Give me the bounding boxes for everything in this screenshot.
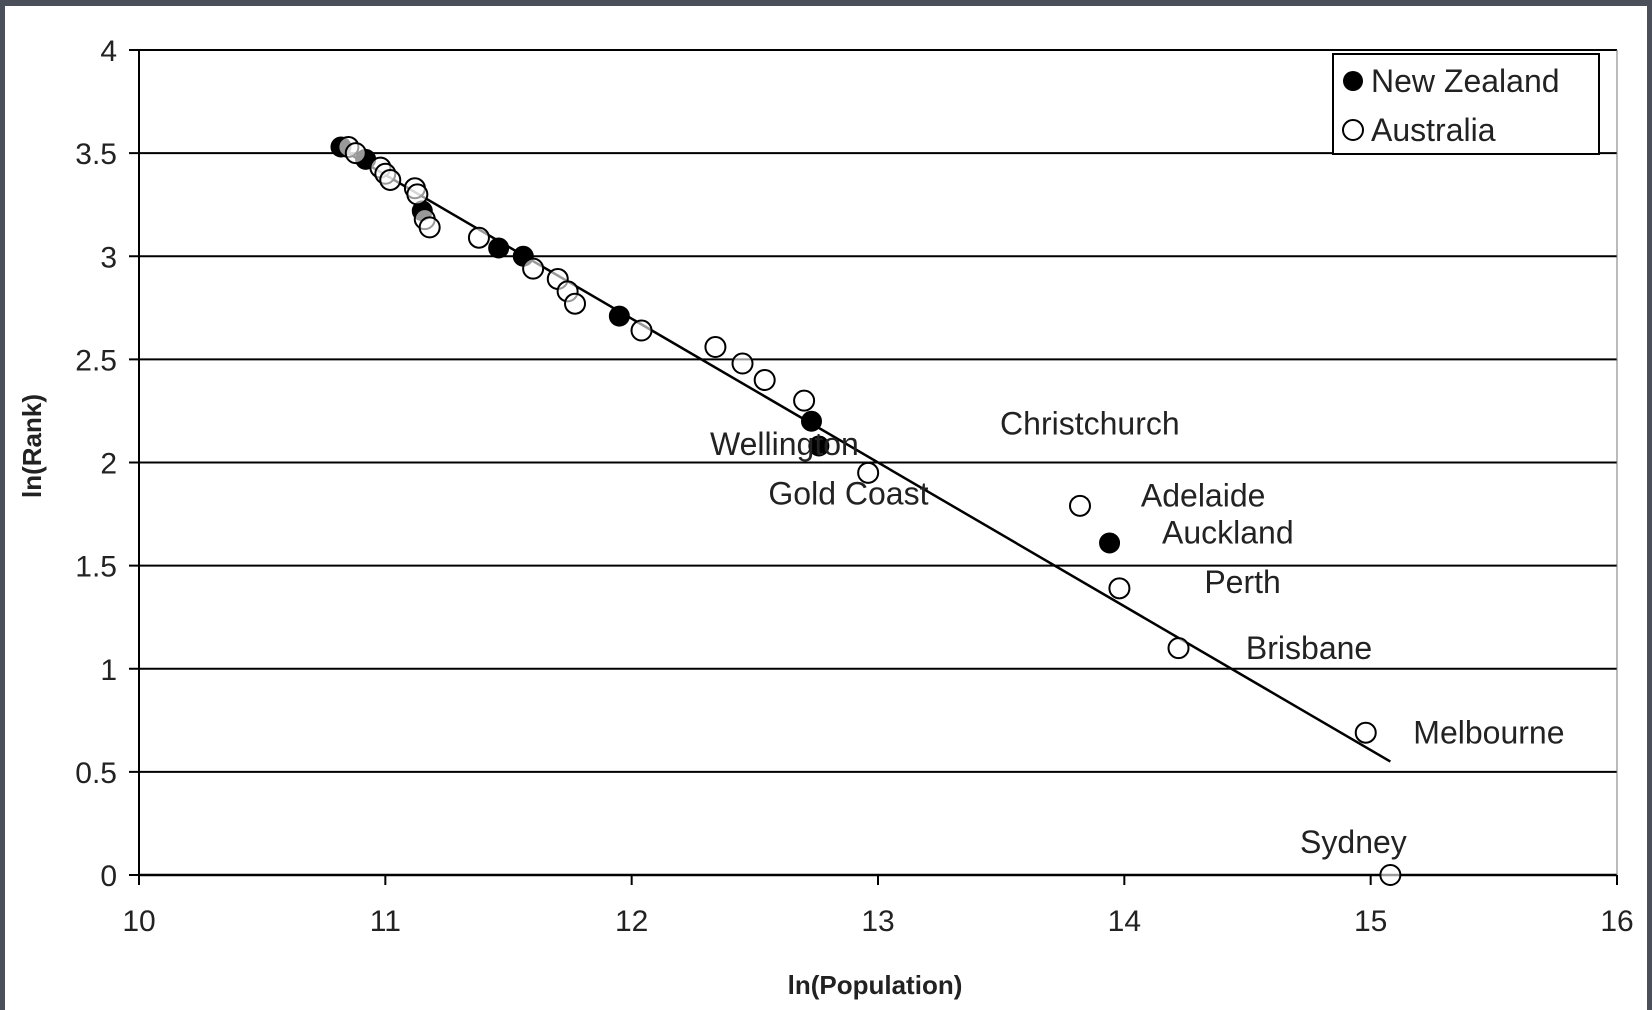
- x-tick-label-2: 12: [615, 905, 648, 938]
- legend-label-new-zealand: New Zealand: [1371, 63, 1560, 99]
- y-tick-label-3: 1.5: [75, 551, 117, 584]
- point-australia-19: [857, 461, 880, 484]
- legend-marker-new-zealand: [1343, 71, 1363, 91]
- y-tick-label-2: 1: [100, 654, 117, 687]
- point-australia-8: [418, 216, 441, 239]
- x-axis-title: ln(Population): [788, 970, 963, 1000]
- y-tick-label-5: 2.5: [75, 344, 117, 377]
- point-australia-6: [406, 183, 429, 206]
- legend: New Zealand Australia: [1332, 53, 1600, 155]
- annotation-gold-coast: Gold Coast: [768, 475, 928, 511]
- point-australia-22: [1167, 637, 1190, 660]
- x-tick-label-1: 11: [370, 905, 401, 938]
- x-tick-label-3: 13: [861, 905, 894, 938]
- data-points: [330, 135, 1402, 886]
- annotation-sydney: Sydney: [1300, 824, 1407, 860]
- point-new-zealand-3: [488, 237, 510, 259]
- y-tick-label-4: 2: [100, 448, 117, 481]
- annotation-wellington: Wellington: [710, 426, 859, 462]
- annotation-auckland: Auckland: [1162, 515, 1294, 551]
- y-tick-label-1: 0.5: [75, 757, 117, 790]
- point-australia-15: [704, 336, 727, 358]
- legend-marker-australia: [1342, 119, 1364, 141]
- point-australia-20: [1068, 494, 1091, 517]
- chart-frame: 0 0.5 1 1.5 2 2.5 3 3.5 4 10 11 12 13 14 15 16 Christc…: [5, 6, 1647, 1010]
- x-tick-label-4: 14: [1108, 905, 1141, 938]
- y-tick-label-0: 0: [100, 860, 117, 893]
- scatter-chart: 0 0.5 1 1.5 2 2.5 3 3.5 4 10 11 12 13 14 15 16 Christc…: [17, 35, 1634, 1000]
- point-australia-21: [1108, 577, 1131, 600]
- point-new-zealand-7: [808, 435, 830, 457]
- annotation-melbourne: Melbourne: [1413, 715, 1564, 751]
- y-axis-title: ln(Rank): [17, 394, 47, 498]
- legend-box: [1332, 53, 1600, 155]
- point-australia-13: [564, 292, 587, 315]
- x-tick-labels: 10 11 12 13 14 15 16: [122, 905, 1633, 938]
- point-australia-18: [793, 389, 816, 412]
- point-australia-1: [344, 142, 367, 165]
- x-tick-label-5: 15: [1354, 905, 1387, 938]
- annotation-perth: Perth: [1204, 564, 1280, 600]
- annotation-adelaide: Adelaide: [1141, 478, 1266, 514]
- y-tick-label-8: 4: [100, 35, 117, 68]
- annotation-brisbane: Brisbane: [1246, 630, 1372, 666]
- point-new-zealand-5: [608, 305, 630, 327]
- annotation-christchurch: Christchurch: [1000, 405, 1180, 441]
- legend-label-australia: Australia: [1371, 112, 1496, 148]
- point-new-zealand-6: [800, 410, 822, 432]
- city-annotations: Christchurch Wellington Gold Coast Adelaide…: [710, 405, 1565, 860]
- x-tick-label-0: 10: [122, 905, 155, 938]
- y-tick-label-6: 3: [100, 241, 117, 274]
- point-australia-17: [753, 369, 776, 391]
- point-australia-23: [1354, 721, 1377, 744]
- point-new-zealand-8: [1099, 532, 1121, 554]
- point-australia-16: [731, 352, 754, 375]
- point-australia-4: [379, 168, 402, 191]
- x-tick-label-6: 16: [1600, 905, 1633, 938]
- y-tick-label-7: 3.5: [75, 138, 117, 171]
- point-australia-10: [522, 257, 545, 280]
- point-australia-14: [630, 319, 653, 342]
- point-australia-24: [1379, 864, 1402, 886]
- y-tick-labels: 0 0.5 1 1.5 2 2.5 3 3.5 4: [75, 35, 117, 893]
- axes: [129, 49, 1618, 885]
- point-australia-9: [467, 226, 490, 249]
